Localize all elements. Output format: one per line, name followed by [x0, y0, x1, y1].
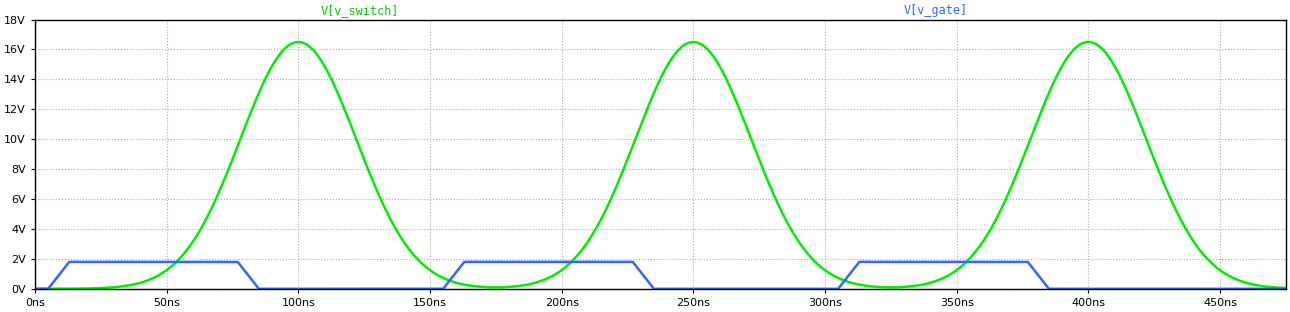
Text: V[v_switch]: V[v_switch]	[321, 4, 400, 17]
Text: V[v_gate]: V[v_gate]	[903, 4, 968, 17]
